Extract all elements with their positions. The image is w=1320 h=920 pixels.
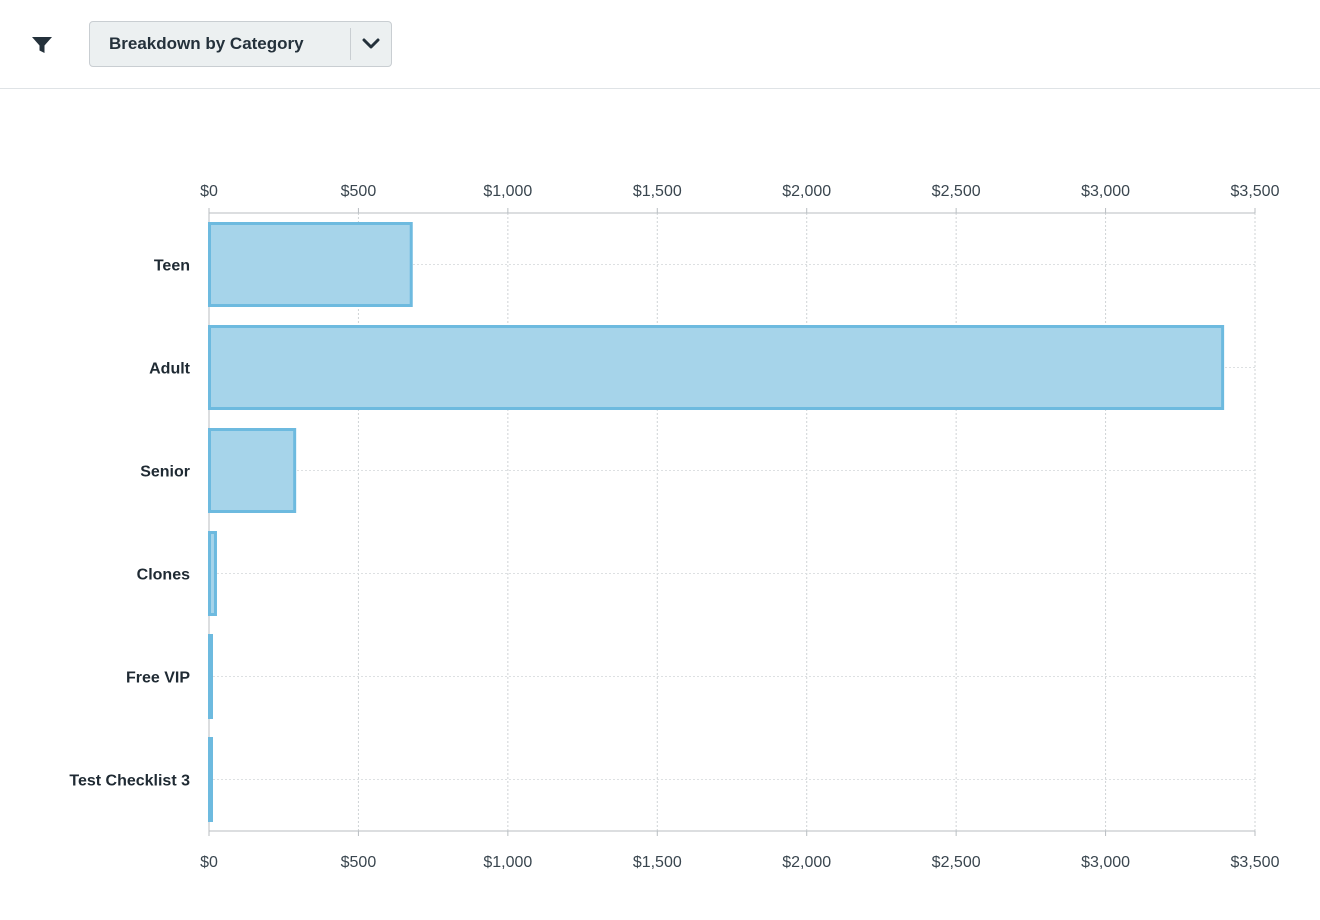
x-tick-label-top: $2,000 xyxy=(782,183,831,200)
chevron-down-icon[interactable] xyxy=(362,36,380,52)
x-tick-label-top: $1,000 xyxy=(483,183,532,200)
category-label: Clones xyxy=(137,567,190,584)
category-label: Senior xyxy=(140,464,190,481)
dropdown-selected-value: Breakdown by Category xyxy=(109,34,304,53)
x-tick-label-bottom: $2,000 xyxy=(782,854,831,871)
category-label: Free VIP xyxy=(126,670,190,687)
breakdown-dropdown[interactable]: Breakdown by Category xyxy=(89,21,392,67)
x-tick-label-bottom: $500 xyxy=(341,854,377,871)
x-tick-label-top: $3,500 xyxy=(1231,183,1280,200)
x-tick-label-bottom: $1,000 xyxy=(483,854,532,871)
bar xyxy=(208,737,213,822)
x-tick-label-top: $2,500 xyxy=(932,183,981,200)
category-label: Adult xyxy=(149,361,191,378)
category-label: Test Checklist 3 xyxy=(69,773,190,790)
x-tick-label-top: $1,500 xyxy=(633,183,682,200)
x-tick-label-top: $500 xyxy=(341,183,377,200)
chart-container: $0 $0 $500 $500 $1,000 $1,000 $1,500 $1,500 $2,0… xyxy=(0,90,1320,915)
x-tick-label-top: $3,000 xyxy=(1081,183,1130,200)
dropdown-divider xyxy=(350,28,351,60)
x-tick-label-bottom: $3,000 xyxy=(1081,854,1130,871)
x-tick-label-bottom: $0 xyxy=(200,854,218,871)
bar xyxy=(208,428,297,513)
bar xyxy=(208,325,1225,410)
bar xyxy=(208,531,217,616)
x-tick-label-bottom: $3,500 xyxy=(1231,854,1280,871)
filter-icon[interactable] xyxy=(31,34,53,56)
bar xyxy=(208,634,213,719)
bar xyxy=(208,222,413,307)
x-tick-label-bottom: $1,500 xyxy=(633,854,682,871)
x-tick-label-top: $0 xyxy=(200,183,218,200)
x-tick-label-bottom: $2,500 xyxy=(932,854,981,871)
toolbar: Breakdown by Category xyxy=(0,0,1320,89)
category-label: Teen xyxy=(154,258,190,275)
category-bar-chart: $0 $0 $500 $500 $1,000 $1,000 $1,500 $1,500 $2,0… xyxy=(69,183,1280,871)
